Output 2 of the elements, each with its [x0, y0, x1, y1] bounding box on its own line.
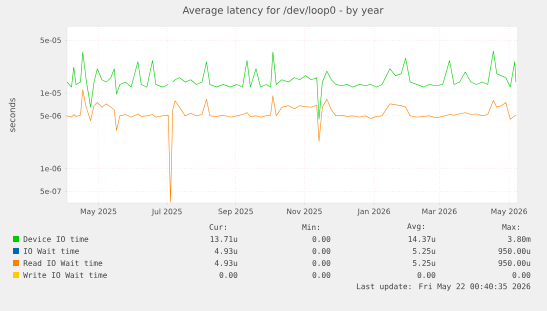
- y-axis-title: seconds: [8, 98, 16, 132]
- chart-title: Average latency for /dev/loop0 - by year: [182, 6, 384, 16]
